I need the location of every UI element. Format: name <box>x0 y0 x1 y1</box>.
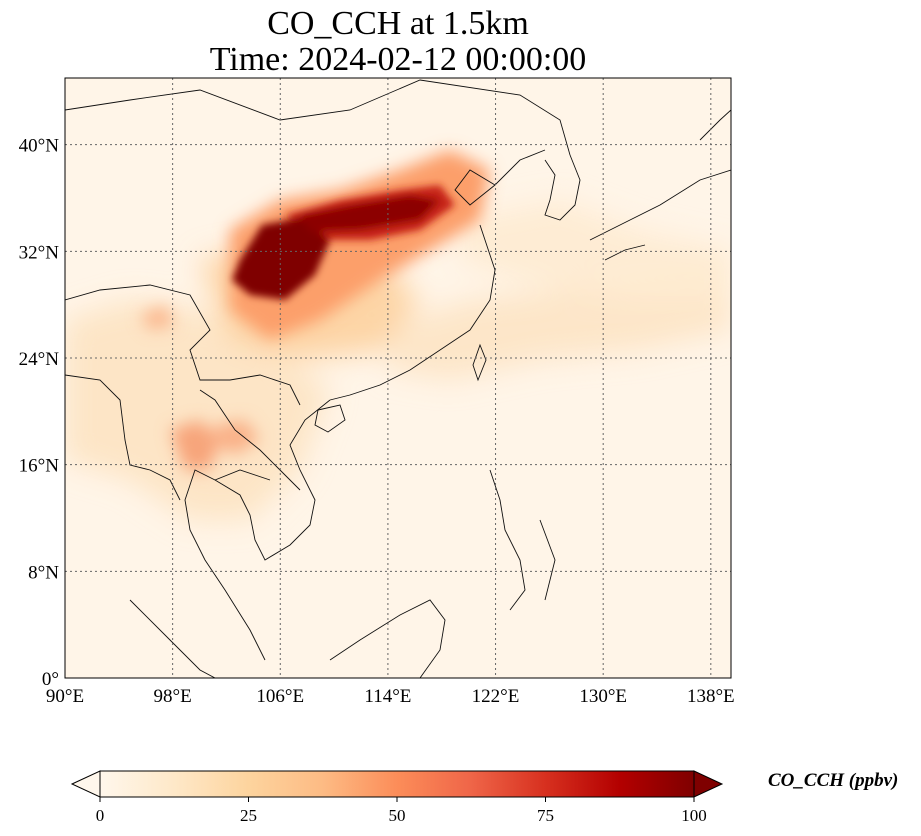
colorbar-tick-label: 75 <box>537 806 554 825</box>
colorbar-title: CO_CCH (ppbv) <box>768 770 899 791</box>
lat-tick-label: 16°N <box>19 456 60 477</box>
lat-tick-label: 8°N <box>28 562 59 583</box>
lat-tick-label: 32°N <box>19 242 60 263</box>
lon-tick-label: 90°E <box>46 686 84 707</box>
plume-north-china-core <box>300 195 440 232</box>
lon-tick-label: 138°E <box>687 686 735 707</box>
coastline-bohai <box>454 149 546 206</box>
lon-tick-label: 106°E <box>256 686 304 707</box>
map-gridlines <box>65 78 731 678</box>
lat-tick-label: 24°N <box>19 349 60 370</box>
lat-tick-label: 0° <box>42 669 59 690</box>
map-panel <box>65 78 731 678</box>
coastline-bay-of-bengal <box>65 374 181 501</box>
border-china-north <box>65 79 571 156</box>
colorbar-body <box>99 770 695 798</box>
colorbar-high-extend <box>693 770 724 798</box>
plume-laos <box>215 420 260 455</box>
coastline-sumatra <box>129 599 216 678</box>
colorbar: 0 25 50 75 100 <box>70 770 724 825</box>
map-title-line2: Time: 2024-02-12 00:00:00 <box>209 41 587 78</box>
colorbar-tick-label: 0 <box>96 806 105 825</box>
map-title-line1: CO_CCH at 1.5km <box>267 5 529 42</box>
colorbar-low-extend <box>70 770 101 798</box>
lon-tick-label: 122°E <box>472 686 520 707</box>
lon-tick-label: 98°E <box>154 686 192 707</box>
coastline-japan <box>589 109 731 261</box>
colorbar-tick-label: 25 <box>240 806 257 825</box>
lon-tick-label: 130°E <box>579 686 627 707</box>
coastline-borneo <box>329 599 446 678</box>
coastline-china <box>329 224 496 401</box>
lat-tick-label: 40°N <box>19 136 60 157</box>
core-plume-layer <box>232 185 455 300</box>
border-indochina <box>199 389 301 491</box>
latitude-ticks: 0° 8°N 16°N 24°N 32°N 40°N <box>19 136 60 690</box>
coastline-philippines <box>489 469 556 611</box>
map-frame <box>64 77 732 679</box>
colorbar-tick-label: 100 <box>681 806 707 825</box>
plume-myanmar-thailand <box>170 420 220 470</box>
lon-tick-label: 114°E <box>364 686 411 707</box>
coastline-korea <box>544 154 581 221</box>
colorbar-tick-label: 50 <box>389 806 406 825</box>
plume-india-east <box>140 305 175 330</box>
longitude-ticks: 90°E 98°E 106°E 114°E 122°E 130°E 138°E <box>46 686 735 707</box>
coastline-indochina <box>184 399 331 661</box>
border-southwest <box>65 284 301 406</box>
coastlines <box>65 79 731 678</box>
plume-outflow-pacific <box>460 200 731 300</box>
plume-sichuan-core <box>232 218 330 300</box>
colorbar-ticks: 0 25 50 75 100 <box>96 797 707 825</box>
coastline-hainan <box>314 404 346 433</box>
